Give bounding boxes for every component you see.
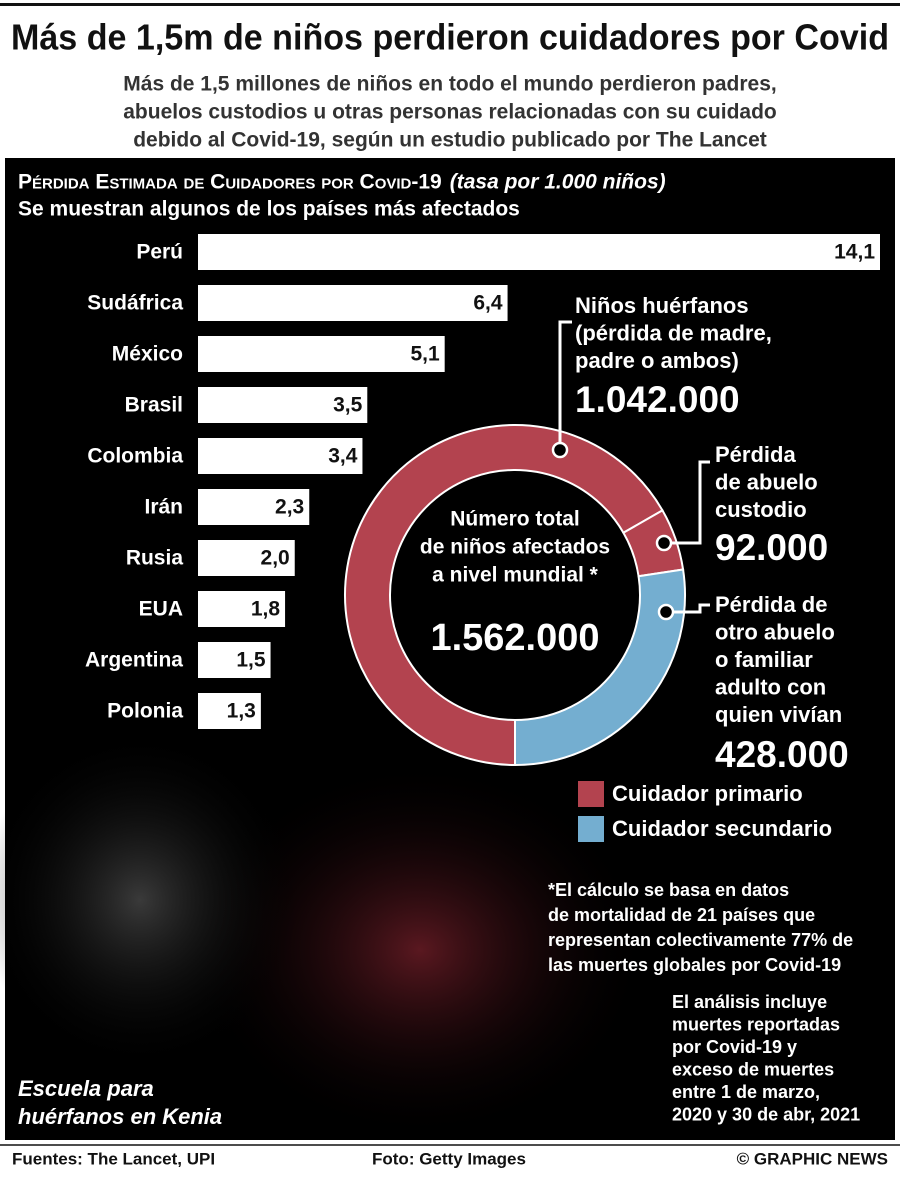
analysis-note: muertes reportadas [672,1014,840,1034]
slice-label: otro abuelo [715,619,835,644]
photo-caption: huérfanos en Kenia [18,1104,222,1129]
callout-dot [657,603,675,621]
photo-caption: Escuela para [18,1076,154,1101]
value-label: 14,1 [834,241,875,264]
callout-line [666,603,710,614]
slice-label: (pérdida de madre, [575,320,772,345]
chart-subtitle: Se muestran algunos de los países más af… [18,198,520,221]
category-label: Argentina [85,649,183,672]
slice-label: padre o ambos) [575,348,739,373]
value-label: 3,5 [333,394,363,417]
value-label: 1,5 [236,649,266,672]
photo-figure [190,760,650,1140]
category-label: Irán [144,496,183,519]
callout-line [664,460,710,545]
bar [198,234,880,270]
value-label: 1,3 [227,700,256,723]
slice-label: quien vivían [715,702,842,727]
value-label: 5,1 [410,343,440,366]
top-rule [0,3,900,6]
callouts [558,320,710,614]
category-label: Colombia [87,445,183,468]
footer-sources: Fuentes: The Lancet, UPI [12,1149,215,1168]
slice-value: 1.042.000 [575,379,740,420]
footnote: las muertes globales por Covid-19 [548,955,841,975]
category-label: Perú [136,241,183,264]
category-label: Sudáfrica [87,292,183,315]
legend-swatch [578,781,604,807]
bar [198,642,271,678]
value-label: 2,0 [261,547,290,570]
bar [198,336,445,372]
value-label: 1,8 [251,598,281,621]
subtitle: abuelos custodios u otras personas relac… [123,101,777,124]
footnote: de mortalidad de 21 países que [548,905,815,925]
bar [198,438,363,474]
bar [198,540,295,576]
slice [514,568,686,767]
bar [198,285,508,321]
callout-dot [655,534,673,552]
chart-title: Pérdida Estimada de Cuidadores por Covid… [18,171,442,194]
slice-value: 92.000 [715,527,828,568]
analysis-note: entre 1 de marzo, [672,1082,820,1102]
slice-label: de abuelo [715,469,818,494]
bar [198,387,368,423]
analysis-note: 2020 y 30 de abr, 2021 [672,1104,860,1124]
category-label: México [112,343,183,366]
footnote: *El cálculo se basa en datos [548,880,789,900]
slice-label: adulto con [715,674,826,699]
slice-label: custodio [715,497,807,522]
slice-label: Niños huérfanos [575,293,749,318]
legend-label: Cuidador secundario [612,816,832,841]
value-label: 6,4 [473,292,503,315]
analysis-note: exceso de muertes [672,1059,834,1079]
category-label: Brasil [125,394,183,417]
title: Más de 1,5m de niños perdieron cuidadore… [11,17,889,58]
center-text: de niños afectados [420,536,610,559]
category-label: EUA [139,598,183,621]
analysis-note: El análisis incluye [672,992,827,1012]
footnote: representan colectivamente 77% de [548,930,853,950]
slice-value: 428.000 [715,734,849,775]
analysis-note: por Covid-19 y [672,1037,797,1057]
unit-note: (tasa por 1.000 niños) [450,171,666,194]
photo-figure [0,730,300,1070]
slice-label: Pérdida [715,442,796,467]
footer-photo: Foto: Getty Images [372,1149,526,1168]
center-text: a nivel mundial * [432,564,599,587]
legend-label: Cuidador primario [612,781,803,806]
subtitle: debido al Covid-19, según un estudio pub… [133,129,767,152]
category-label: Rusia [126,547,184,570]
value-label: 3,4 [328,445,358,468]
footer-credit: © GRAPHIC NEWS [737,1149,888,1168]
slice-label: o familiar [715,647,813,672]
legend-swatch [578,816,604,842]
total: 1.562.000 [430,617,599,659]
subtitle: Más de 1,5 millones de niños en todo el … [123,73,776,96]
center-text: Número total [450,508,580,531]
slice [344,424,664,767]
callout-dot [551,441,569,459]
bar [198,693,261,729]
callout-line [558,320,572,450]
slice-label: Pérdida de [715,592,827,617]
bar [198,591,286,627]
value-label: 2,3 [275,496,304,519]
bar [198,489,310,525]
category-label: Polonia [107,700,183,723]
